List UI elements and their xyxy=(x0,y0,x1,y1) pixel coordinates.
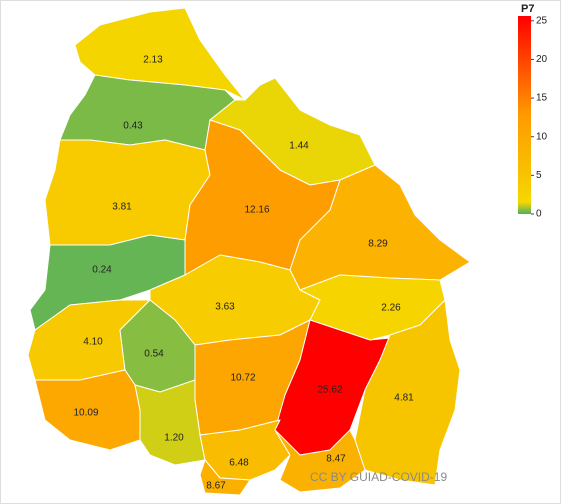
region-value-label: 1.20 xyxy=(164,433,184,444)
region xyxy=(274,429,366,493)
region xyxy=(44,139,211,246)
region-value-label: 0.54 xyxy=(144,349,164,360)
region-value-label: 8.47 xyxy=(326,454,346,465)
regions xyxy=(27,7,471,496)
region xyxy=(29,234,186,331)
colorbar-tick-label: 25 xyxy=(536,15,548,26)
region-value-label: 2.26 xyxy=(381,303,401,314)
region-value-label: 10.72 xyxy=(230,373,255,384)
region-value-label: 8.67 xyxy=(206,481,226,492)
colorbar-title: P7 xyxy=(521,3,534,15)
region-value-label: 3.81 xyxy=(112,202,132,213)
region-value-label: 2.13 xyxy=(143,55,163,66)
region xyxy=(354,299,461,486)
region-value-label: 6.48 xyxy=(229,458,249,469)
region-value-label: 4.10 xyxy=(83,337,103,348)
colorbar-tick-label: 10 xyxy=(536,131,548,142)
region-value-label: 1.44 xyxy=(289,141,309,152)
colorbar-tick-label: 15 xyxy=(536,93,548,104)
region-value-label: 25.62 xyxy=(317,385,342,396)
region-value-label: 8.29 xyxy=(368,239,388,250)
region-value-label: 12.16 xyxy=(244,205,269,216)
region xyxy=(134,379,206,466)
colorbar xyxy=(518,16,531,214)
colorbar-tick-label: 5 xyxy=(536,170,542,181)
region-value-label: 0.24 xyxy=(92,265,112,276)
region xyxy=(199,459,251,496)
credit: CC BY GUIAD-COVID-19 xyxy=(310,470,447,484)
region-value-label: 3.63 xyxy=(215,302,235,313)
region-value-label: 4.81 xyxy=(394,393,414,404)
colorbar-tick-label: 0 xyxy=(536,209,542,220)
region-value-label: 0.43 xyxy=(123,121,143,132)
colorbar-tick-label: 20 xyxy=(536,54,548,65)
region-value-label: 10.09 xyxy=(73,408,98,419)
